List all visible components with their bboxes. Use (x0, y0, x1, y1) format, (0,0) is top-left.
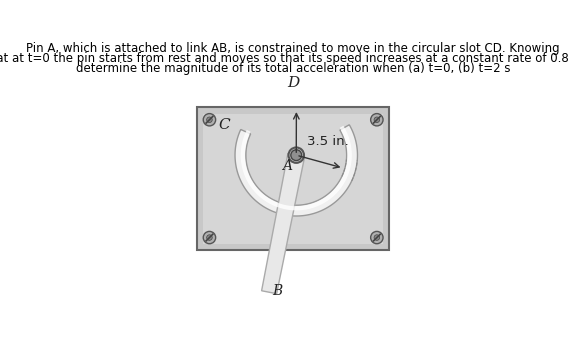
Text: B: B (272, 284, 282, 298)
Text: 3.5 in.: 3.5 in. (307, 135, 349, 148)
Text: Pin A, which is attached to link AB, is constrained to move in the circular slot: Pin A, which is attached to link AB, is … (26, 42, 560, 55)
Polygon shape (235, 125, 358, 216)
Circle shape (203, 232, 216, 244)
Circle shape (371, 114, 383, 126)
Circle shape (291, 150, 301, 160)
Circle shape (203, 114, 216, 126)
Text: that at t=0 the pin starts from rest and moves so that its speed increases at a : that at t=0 the pin starts from rest and… (0, 52, 572, 65)
Circle shape (288, 148, 304, 163)
Circle shape (206, 117, 212, 123)
Polygon shape (261, 154, 305, 294)
Text: C: C (218, 118, 230, 131)
Circle shape (371, 232, 383, 244)
Bar (197, 108, 390, 250)
Bar (203, 114, 383, 244)
Text: A: A (282, 159, 292, 173)
Circle shape (374, 235, 380, 240)
Text: determine the magnitude of its total acceleration when (a) t=0, (b) t=2 s: determine the magnitude of its total acc… (76, 62, 510, 75)
Circle shape (374, 117, 380, 123)
Circle shape (206, 235, 212, 240)
Text: D: D (288, 76, 300, 90)
